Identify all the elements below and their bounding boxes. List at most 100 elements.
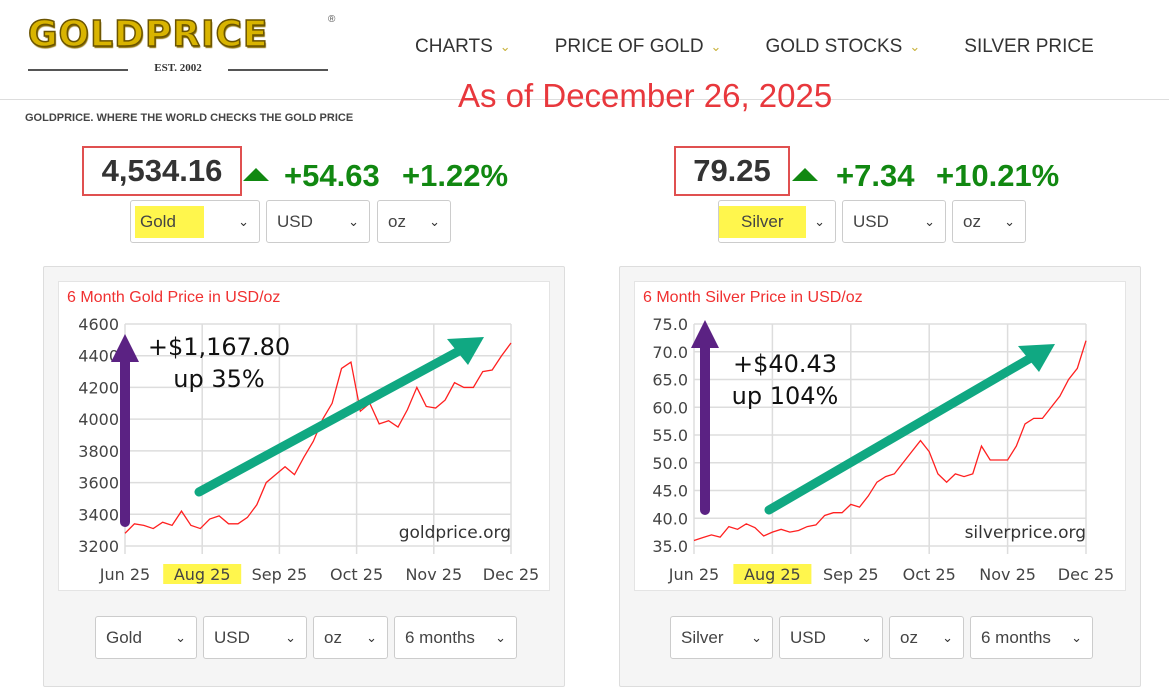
silver-price: 79.25 [674,146,790,196]
vertical-arrowhead-icon [111,334,139,362]
chevron-down-icon: ⌄ [909,39,921,54]
trend-arrow [764,347,1046,515]
select-value: Gold [135,205,204,238]
chevron-down-icon: ⌄ [238,213,249,229]
chevron-down-icon: ⌄ [285,629,296,645]
trend-arrow [194,340,475,497]
y-tick-label: 4200 [78,378,119,397]
silver-unit-select[interactable]: oz ⌄ [952,200,1026,243]
nav-label: CHARTS [415,36,493,57]
silver-change-pct: +10.21% [936,158,1060,193]
y-tick-label: 4000 [78,410,119,429]
chevron-down-icon: ⌄ [429,213,440,229]
pct-annotation: up 104% [732,382,839,410]
silver-change: +7.34 [836,158,915,193]
y-tick-label: 3600 [78,474,119,493]
up-arrow-icon [243,168,269,181]
date-annotation: As of December 26, 2025 [458,77,833,114]
silver-chart: 6 Month Silver Price in USD/oz 75.0 70.0 6… [634,281,1126,591]
price-line [693,340,1087,542]
gold-metal-select[interactable]: Gold ⌄ [130,200,260,243]
chevron-down-icon: ⌄ [1004,213,1015,229]
nav-charts[interactable]: CHARTS ⌄ [415,36,511,58]
y-tick-label: 3200 [78,537,119,556]
tick-highlight [733,564,812,584]
gain-annotation: +$40.43 [733,350,837,378]
select-value: 6 months [405,627,475,647]
select-value: oz [324,627,342,647]
y-tick-label: 3800 [78,442,119,461]
select-value: USD [853,211,889,231]
watermark: silverprice.org [965,523,1086,543]
y-tick-label: 3400 [78,505,119,524]
y-tick-label: 60.0 [652,398,688,417]
chevron-down-icon: ⌄ [1071,629,1082,645]
logo-est: EST. 2002 [154,62,202,74]
nav-label: PRICE OF GOLD [554,36,704,57]
gold-unit-select[interactable]: oz ⌄ [377,200,451,243]
chevron-down-icon: ⌄ [924,213,935,229]
y-tick-label: 70.0 [652,343,688,362]
chevron-down-icon: ⌄ [861,629,872,645]
select-value: Gold [106,627,142,647]
y-tick-label: 75.0 [652,315,688,334]
y-tick-label: 50.0 [652,454,688,473]
select-value: oz [900,627,918,647]
trend-arrowhead-icon [447,337,484,365]
silver-chart-metal-select[interactable]: Silver ⌄ [670,616,773,659]
x-tick-label: Dec 25 [483,565,539,584]
select-value: oz [963,211,981,231]
gold-change: +54.63 [284,158,380,193]
chevron-down-icon: ⌄ [814,213,825,229]
nav-gold-stocks[interactable]: GOLD STOCKS ⌄ [765,36,920,58]
silver-chart-unit-select[interactable]: oz ⌄ [889,616,964,659]
chevron-down-icon: ⌄ [348,213,359,229]
gold-chart: 6 Month Gold Price in USD/oz 4600 4400 420… [58,281,550,591]
gold-chart-metal-select[interactable]: Gold ⌄ [95,616,197,659]
gold-chart-period-select[interactable]: 6 months ⌄ [394,616,517,659]
x-tick-label: Oct 25 [903,565,956,584]
x-tick-label: Sep 25 [823,565,879,584]
gold-chart-currency-select[interactable]: USD ⌄ [203,616,307,659]
chevron-down-icon: ⌄ [175,629,186,645]
y-tick-label: 40.0 [652,509,688,528]
y-tick-label: 4600 [78,315,119,334]
watermark: goldprice.org [399,523,511,543]
x-tick-label: Nov 25 [405,565,462,584]
nav-label: SILVER PRICE [964,36,1094,57]
chevron-down-icon: ⌄ [751,629,762,645]
x-tick-label: Nov 25 [979,565,1036,584]
chevron-down-icon: ⌄ [942,629,953,645]
chevron-down-icon: ⌄ [495,629,506,645]
vertical-arrowhead-icon [691,320,719,348]
nav-price-of-gold[interactable]: PRICE OF GOLD ⌄ [555,36,722,58]
header-divider [0,99,1169,100]
silver-currency-select[interactable]: USD ⌄ [842,200,946,243]
select-value: Silver [719,205,806,238]
main-nav: CHARTS ⌄ PRICE OF GOLD ⌄ GOLD STOCKS ⌄ SILV… [415,36,1138,58]
gold-currency-select[interactable]: USD ⌄ [266,200,370,243]
nav-silver-price[interactable]: SILVER PRICE [964,36,1094,58]
logo-registered: ® [328,14,336,25]
y-tick-label: 4400 [78,347,119,366]
tick-highlight [163,564,242,584]
silver-chart-period-select[interactable]: 6 months ⌄ [970,616,1093,659]
logo-wordmark: GOLDPRICE [27,13,269,56]
up-arrow-icon [792,168,818,181]
x-tick-label: Sep 25 [252,565,308,584]
gold-chart-unit-select[interactable]: oz ⌄ [313,616,388,659]
goldprice-logo[interactable]: GOLDPRICE ® EST. 2002 [27,13,348,80]
pct-annotation: up 35% [173,365,264,393]
x-tick-label: Jun 25 [99,565,150,584]
select-value: USD [790,627,826,647]
x-tick-label: Aug 25 [174,565,231,584]
silver-metal-select[interactable]: Silver ⌄ [718,200,836,243]
gain-annotation: +$1,167.80 [148,333,290,361]
x-tick-label: Oct 25 [330,565,383,584]
silver-chart-currency-select[interactable]: USD ⌄ [779,616,883,659]
select-value: USD [214,627,250,647]
logo-divider [28,69,128,71]
x-tick-label: Aug 25 [744,565,801,584]
x-tick-label: Jun 25 [668,565,719,584]
chevron-down-icon: ⌄ [366,629,377,645]
